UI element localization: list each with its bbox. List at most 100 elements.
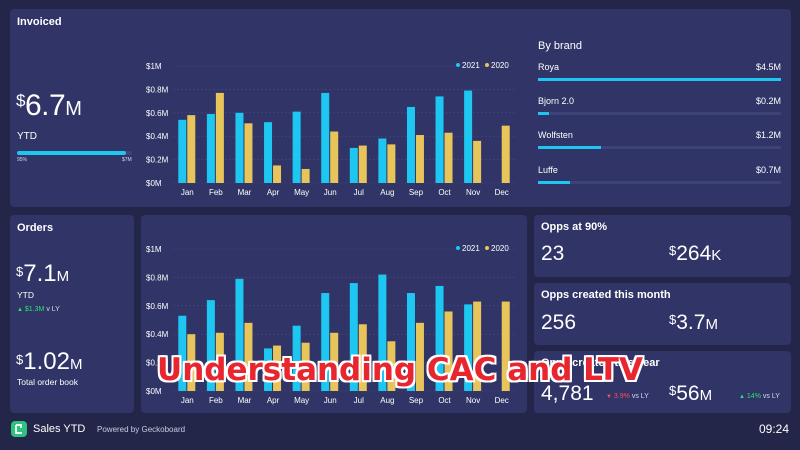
bar-2021-jun xyxy=(321,92,330,183)
geckoboard-logo-icon xyxy=(11,421,27,437)
y-tick-label: $0.8M xyxy=(146,85,169,94)
x-tick-label: Oct xyxy=(438,188,451,197)
bar-2021-apr xyxy=(264,122,273,183)
bar-2021-jan xyxy=(178,315,187,391)
y-tick-label: $0.2M xyxy=(146,359,169,368)
orders-value: $7.1M xyxy=(16,260,70,287)
bar-2021-mar xyxy=(235,112,244,183)
bar-2021-nov xyxy=(464,304,473,391)
y-tick-label: $0.6M xyxy=(146,302,169,311)
bar-2020-apr xyxy=(273,165,282,183)
legend-marker xyxy=(456,63,460,67)
y-tick-label: $0M xyxy=(146,179,162,188)
x-tick-label: May xyxy=(294,188,309,197)
brand-bar-track xyxy=(538,112,781,115)
invoiced-title: Invoiced xyxy=(17,16,62,28)
bar-2020-apr xyxy=(273,345,282,391)
bar-2020-jun xyxy=(330,131,339,183)
y-tick-label: $0.4M xyxy=(146,330,169,339)
brand-bar-track xyxy=(538,146,781,149)
brand-name: Wolfsten xyxy=(538,130,573,140)
dashboard-name: Sales YTD xyxy=(33,423,86,435)
x-tick-label: Apr xyxy=(267,188,280,197)
legend-label: 2021 xyxy=(462,61,480,70)
brand-bar xyxy=(538,181,570,184)
bar-2020-jan xyxy=(187,115,196,183)
invoiced-progress-percent: 95% xyxy=(17,157,28,163)
invoiced-progress-target: $7M xyxy=(122,157,132,163)
bar-2020-sep xyxy=(415,322,424,391)
orders-bar-chart: $0M $0.2M $0.4M $0.6M $0.8M $1M Jan Feb Mar Apr Ma… xyxy=(146,244,516,405)
bar-2021-may xyxy=(292,111,301,183)
y-tick-label: $0M xyxy=(146,387,162,396)
bar-2021-aug xyxy=(378,138,387,183)
opps-month-panel: Opps created this month 256 $3.7M xyxy=(534,283,791,345)
legend-label: 2021 xyxy=(462,244,480,253)
bar-2021-aug xyxy=(378,274,387,391)
bar-2020-nov xyxy=(473,140,482,183)
brand-value: $4.5M xyxy=(755,62,781,72)
bar-2021-jul xyxy=(349,283,358,391)
x-tick-label: Aug xyxy=(380,188,394,197)
bar-2021-feb xyxy=(206,300,215,391)
brand-bar xyxy=(538,146,602,149)
brand-value: $0.7M xyxy=(755,165,781,175)
brands-title: By brand xyxy=(538,40,583,52)
invoiced-value: $6.7M xyxy=(16,89,82,122)
x-tick-label: Dec xyxy=(495,188,509,197)
opps90-count: 23 xyxy=(541,242,565,265)
bar-2021-jun xyxy=(321,293,330,391)
bar-2020-aug xyxy=(387,341,396,391)
x-tick-label: Jul xyxy=(354,396,364,405)
x-tick-label: Nov xyxy=(466,396,480,405)
bar-2021-jul xyxy=(349,147,358,183)
orders-panel: Orders $7.1M YTD ▲ $1.3M v LY $1.02M Tot… xyxy=(10,215,134,413)
brand-name: Bjorn 2.0 xyxy=(538,96,575,106)
bar-2020-jan xyxy=(187,334,196,391)
bar-2020-feb xyxy=(215,332,224,391)
brand-value: $1.2M xyxy=(755,130,781,140)
opps-year-title: Opps created this year xyxy=(541,357,660,369)
x-tick-label: Dec xyxy=(495,396,509,405)
bar-2020-aug xyxy=(387,144,396,183)
invoiced-bar-chart: $0M $0.2M $0.4M $0.6M $0.8M $1M Jan Feb Mar Apr Ma… xyxy=(146,61,516,197)
opps-year-count-delta: ▼ 3.9% vs LY xyxy=(606,393,649,400)
y-tick-label: $1M xyxy=(146,62,162,71)
footer: Sales YTD Powered by Geckoboard 09:24 xyxy=(0,415,800,450)
invoiced-period: YTD xyxy=(17,131,37,142)
opps90-title: Opps at 90% xyxy=(541,221,608,233)
bar-2020-dec xyxy=(501,125,510,183)
x-tick-label: Jul xyxy=(354,188,364,197)
bar-2020-feb xyxy=(215,92,224,183)
brand-name: Roya xyxy=(538,62,560,72)
opps90-panel: Opps at 90% 23 $264K xyxy=(534,215,791,277)
x-tick-label: Jun xyxy=(324,188,337,197)
bar-2020-oct xyxy=(444,132,453,183)
y-tick-label: $1M xyxy=(146,245,162,254)
x-tick-label: Sep xyxy=(409,188,424,197)
x-tick-label: Feb xyxy=(209,396,223,405)
bar-2020-nov xyxy=(473,301,482,391)
brand-value: $0.2M xyxy=(755,96,781,106)
x-tick-label: Feb xyxy=(209,188,223,197)
x-tick-label: Aug xyxy=(380,396,394,405)
opps-month-count: 256 xyxy=(541,311,577,334)
brand-bar-track xyxy=(538,78,781,81)
invoiced-progress-bar xyxy=(17,151,132,155)
x-tick-label: Jan xyxy=(181,396,194,405)
opps-month-title: Opps created this month xyxy=(541,289,671,301)
legend-marker xyxy=(485,246,489,250)
bar-2020-oct xyxy=(444,311,453,391)
order-book-value: $1.02M xyxy=(16,348,83,375)
orders-title: Orders xyxy=(17,222,54,234)
x-tick-label: May xyxy=(294,396,309,405)
brand-bar xyxy=(538,112,549,115)
bar-2021-apr xyxy=(264,348,273,391)
legend-label: 2020 xyxy=(491,244,509,253)
invoiced-panel: Invoiced $6.7M YTD 95% $7M xyxy=(10,9,791,207)
orders-period: YTD xyxy=(17,290,34,300)
legend-label: 2020 xyxy=(491,61,509,70)
order-book-label: Total order book xyxy=(17,377,78,387)
bar-2021-oct xyxy=(435,96,444,183)
clock: 09:24 xyxy=(758,422,789,436)
